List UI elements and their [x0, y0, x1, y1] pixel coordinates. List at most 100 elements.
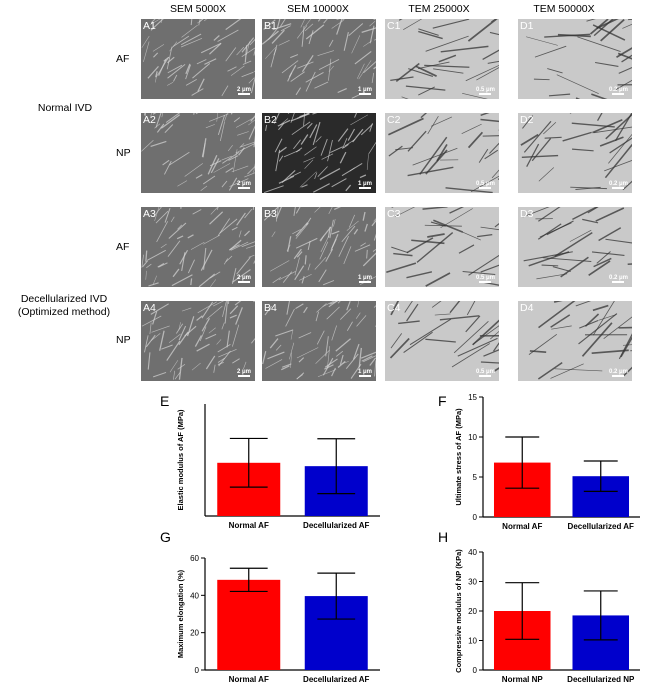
fiber-stroke [210, 279, 215, 286]
fiber-stroke [338, 89, 347, 93]
fiber-stroke [142, 316, 161, 326]
fiber-stroke [370, 358, 376, 366]
fiber-stroke [146, 251, 147, 262]
fiber-stroke [332, 231, 340, 234]
fiber-stroke [600, 137, 623, 146]
fiber-stroke [239, 231, 241, 238]
fiber-stroke [305, 255, 306, 264]
fiber-stroke [332, 234, 338, 248]
fiber-stroke [320, 242, 328, 260]
fiber-stroke [188, 260, 194, 273]
fiber-stroke [143, 42, 149, 62]
fiber-stroke [273, 277, 281, 283]
fiber-stroke [218, 344, 231, 352]
panel-label-a4: A4 [143, 302, 156, 314]
fiber-stroke [226, 48, 236, 62]
fiber-stroke [314, 207, 326, 212]
fiber-stroke [336, 339, 351, 351]
fiber-stroke [251, 74, 255, 93]
fiber-stroke [270, 339, 278, 349]
fiber-stroke [272, 232, 275, 237]
fiber-stroke [576, 301, 591, 306]
fiber-stroke [222, 323, 224, 330]
scale-bar: 0.5 μm [476, 369, 495, 378]
fiber-stroke [405, 301, 417, 313]
fiber-stroke [296, 88, 301, 95]
fiber-stroke [427, 234, 444, 237]
fiber-stroke [214, 365, 215, 373]
column-header-tem-50000x: TEM 50000X [504, 3, 624, 15]
fiber-stroke [346, 185, 351, 191]
fiber-stroke [197, 344, 210, 351]
group-label-decellularized-line1: Decellularized IVD [0, 293, 128, 306]
fiber-stroke [172, 275, 193, 286]
fiber-stroke [291, 113, 296, 123]
scale-bar-line [479, 187, 491, 189]
scale-bar: 2 μm [237, 181, 251, 190]
fiber-stroke [191, 278, 192, 285]
fiber-stroke [237, 131, 248, 135]
fiber-stroke [220, 122, 224, 141]
fiber-stroke [297, 348, 318, 358]
y-tick-label: 60 [190, 554, 199, 563]
fiber-stroke [316, 350, 330, 364]
fiber-stroke [593, 306, 608, 311]
scale-bar-text: 2 μm [237, 275, 251, 281]
panel-label-c3: C3 [387, 208, 400, 220]
scale-bar-line [359, 281, 371, 283]
group-label-decellularized-ivd: Decellularized IVD (Optimized method) [0, 293, 128, 319]
fiber-stroke [186, 79, 197, 85]
fiber-stroke [254, 252, 255, 263]
fiber-stroke [203, 235, 220, 244]
fiber-stroke [192, 363, 201, 370]
scale-bar-line [359, 93, 371, 95]
fiber-stroke [319, 59, 339, 69]
fiber-stroke [299, 274, 311, 280]
fiber-stroke [201, 43, 221, 53]
fiber-stroke [243, 61, 251, 64]
fiber-stroke [296, 223, 308, 237]
fiber-stroke [173, 75, 176, 82]
fiber-stroke [481, 362, 499, 363]
fiber-stroke [168, 241, 180, 257]
fiber-stroke [466, 64, 499, 80]
fiber-stroke [542, 265, 559, 266]
fiber-stroke [579, 321, 598, 329]
x-tick-label: Decellularized AF [303, 521, 370, 530]
fiber-stroke [359, 60, 371, 79]
fiber-stroke [182, 308, 191, 311]
fiber-stroke [330, 147, 343, 153]
fiber-stroke [539, 167, 554, 181]
scale-bar-line [359, 375, 371, 377]
y-axis-label: Maximum elongation (%) [176, 569, 185, 658]
fiber-stroke [232, 359, 239, 363]
fiber-stroke [197, 59, 206, 63]
fiber-stroke [406, 86, 445, 90]
fiber-stroke [151, 326, 169, 332]
fiber-stroke [596, 208, 624, 221]
panel-label-b4: B4 [264, 302, 277, 314]
fiber-stroke [538, 224, 561, 239]
fiber-stroke [441, 209, 473, 228]
fiber-stroke [357, 301, 359, 307]
fiber-stroke [297, 375, 303, 379]
scale-bar-text: 1 μm [358, 369, 372, 375]
fiber-stroke [586, 19, 605, 21]
fiber-stroke [338, 301, 343, 303]
fiber-stroke [555, 233, 592, 257]
y-tick-label: 15 [468, 393, 477, 402]
fiber-stroke [343, 19, 350, 20]
fiber-stroke [196, 113, 214, 114]
fiber-stroke [291, 331, 293, 340]
column-header-sem-5000x: SEM 5000X [138, 3, 258, 15]
fiber-stroke [218, 30, 239, 41]
fiber-stroke [314, 82, 328, 88]
fiber-stroke [417, 233, 453, 263]
